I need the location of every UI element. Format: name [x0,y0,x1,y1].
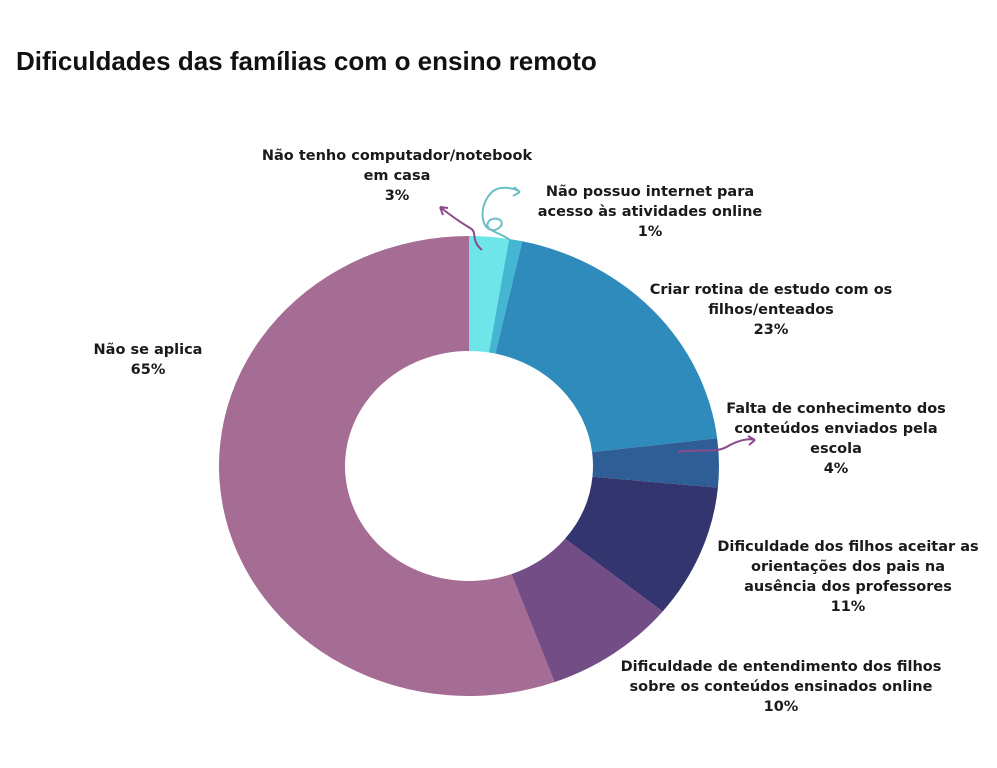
slice-label-line: Não tenho computador/notebook [261,148,533,164]
slice-label-line: Dificuldade dos filhos aceitar as [717,539,979,555]
slice-label-6: Não se aplica 65% [94,340,203,380]
arrow-falta [677,435,756,453]
chart-title: Dificuldades das famílias com o ensino r… [16,46,597,76]
slice-label-1: Não possuo internet para acesso às ativid… [538,182,763,242]
slice-percent: 3% [384,188,410,204]
slice-label-5: Dificuldade de entendimento dos filhos so… [621,657,942,717]
slice-2 [495,241,718,453]
slice-percent: 23% [753,322,789,338]
slice-label-line: acesso às atividades online [537,204,763,220]
slice-percent: 10% [763,699,799,715]
slice-5 [511,538,663,683]
arrow-computer [439,206,483,251]
slice-label-line: Não possuo internet para [545,184,755,200]
slice-percent: 1% [637,224,663,240]
slice-label-line: Criar rotina de estudo com os [649,282,893,298]
slice-label-line: escola [810,441,862,457]
slice-label-line: Dificuldade de entendimento dos filhos [620,659,942,675]
slice-percent: 4% [823,461,849,477]
slice-6 [218,236,555,697]
slice-label-line: Não se aplica [93,342,203,358]
slice-label-line: sobre os conteúdos ensinados online [629,679,933,695]
arrow-internet [481,186,521,241]
slice-percent: 65% [130,362,166,378]
slice-label-line: Falta de conhecimento dos [726,401,946,417]
slice-label-line: em casa [363,168,431,184]
slice-label-line: conteúdos enviados pela [734,421,938,437]
slice-label-0: Não tenho computador/notebook em casa 3% [262,146,532,206]
slice-0 [469,236,510,353]
slice-label-line: filhos/enteados [708,302,834,318]
slice-1 [488,238,523,354]
slice-label-4: Dificuldade dos filhos aceitar as orienta… [717,537,978,617]
slice-label-line: ausência dos professores [744,579,952,595]
slice-4 [565,476,718,612]
slice-label-3: Falta de conhecimento dos conteúdos envia… [726,399,946,479]
slice-label-line: orientações dos pais na [751,559,945,575]
slice-percent: 11% [830,599,866,615]
slice-label-2: Criar rotina de estudo com os filhos/ente… [650,280,893,340]
